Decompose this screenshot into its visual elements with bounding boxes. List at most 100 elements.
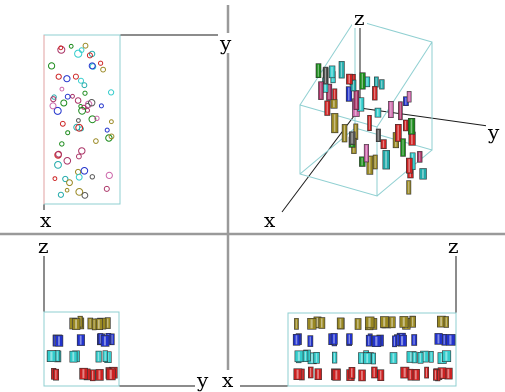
cylinder-marker <box>371 366 378 379</box>
cylinder-highlight <box>56 351 58 361</box>
cylinder-highlight <box>385 151 387 169</box>
cylinder-highlight <box>365 145 367 161</box>
ring-marker <box>103 185 110 192</box>
cylinder-marker <box>69 350 78 363</box>
top-view-markers <box>48 42 115 199</box>
front-view[interactable] <box>240 245 457 387</box>
cylinder-marker <box>424 366 429 379</box>
cylinder-highlight <box>368 116 370 130</box>
cylinder-highlight <box>93 319 95 329</box>
ring-marker <box>50 96 57 103</box>
cylinder-marker <box>331 351 338 364</box>
ring-marker <box>63 157 72 165</box>
cylinder-highlight <box>443 335 445 345</box>
cylinder-highlight <box>419 152 421 162</box>
cylinder-marker <box>324 100 331 116</box>
cylinder-marker <box>434 333 443 345</box>
ring-marker <box>48 62 56 70</box>
cylinder-highlight <box>103 336 106 346</box>
cylinder-highlight <box>340 62 343 78</box>
cylinder-highlight <box>352 81 354 90</box>
cylinder-highlight <box>375 77 377 87</box>
ring-marker <box>75 123 84 132</box>
ring-marker <box>57 191 65 198</box>
front-view-markers <box>292 315 456 382</box>
cylinder-highlight <box>419 353 421 363</box>
cylinder-marker <box>445 334 456 346</box>
cylinder-highlight <box>97 352 100 362</box>
ring-marker <box>109 119 114 125</box>
cylinder-highlight <box>326 101 328 115</box>
cylinder-highlight <box>361 157 363 166</box>
cylinder-marker <box>353 90 360 110</box>
cylinder-highlight <box>375 336 378 346</box>
cylinder-highlight <box>348 75 350 84</box>
cylinder-highlight <box>440 353 443 363</box>
cylinder-highlight <box>317 369 319 379</box>
cylinder-highlight <box>334 89 336 100</box>
cylinder-highlight <box>405 97 407 105</box>
cylinder-marker <box>406 180 412 195</box>
ring-marker <box>68 43 74 49</box>
cylinder-marker <box>323 66 328 85</box>
cylinder-highlight <box>355 91 357 109</box>
cylinder-marker <box>314 368 322 381</box>
ring-marker <box>55 150 62 158</box>
ring-marker <box>88 115 97 124</box>
cylinder-highlight <box>410 119 413 134</box>
ring-marker <box>94 115 100 122</box>
cylinder-highlight <box>316 317 319 327</box>
ring-marker <box>88 99 96 107</box>
cylinder-highlight <box>315 353 318 363</box>
ring-marker <box>62 175 69 183</box>
cylinder-marker <box>405 157 413 174</box>
cylinder-marker <box>91 318 97 331</box>
cylinder-marker <box>313 351 320 364</box>
cylinder-marker <box>72 318 81 330</box>
cylinder-marker <box>332 369 341 381</box>
cylinder-marker <box>292 333 301 346</box>
cylinder-marker <box>417 351 424 364</box>
perspective-y-axis <box>359 107 489 127</box>
cylinder-highlight <box>295 319 297 329</box>
top-view[interactable] <box>43 34 222 216</box>
cylinder-highlight <box>411 133 413 145</box>
cylinder-highlight <box>351 132 353 144</box>
cylinder-marker <box>348 131 356 145</box>
cylinder-marker <box>55 335 64 347</box>
ring-marker <box>53 106 62 115</box>
ring-marker <box>105 134 113 142</box>
ring-marker <box>74 49 83 58</box>
cylinder-highlight <box>408 92 410 102</box>
cylinder-highlight <box>333 353 335 363</box>
ring-marker <box>98 60 104 66</box>
cylinder-marker <box>374 107 382 118</box>
front-view-z-label: z <box>446 234 461 258</box>
ring-marker <box>58 45 64 51</box>
cylinder-highlight <box>104 351 106 361</box>
ring-marker <box>80 167 89 175</box>
cylinder-marker <box>338 61 345 79</box>
cylinder-marker <box>90 369 96 382</box>
cylinder-highlight <box>382 140 385 148</box>
cylinder-highlight <box>310 319 313 329</box>
ring-marker <box>75 173 83 181</box>
cylinder-highlight <box>368 157 371 174</box>
ring-marker <box>86 52 93 59</box>
ring-marker <box>108 89 115 96</box>
cylinder-marker <box>380 316 389 328</box>
top-view-y-label: y <box>218 31 234 55</box>
cylinder-highlight <box>393 336 395 346</box>
cylinder-marker <box>307 317 317 330</box>
side-view-bounding-box <box>43 311 120 387</box>
side-view[interactable] <box>43 245 196 387</box>
cylinder-highlight <box>361 370 363 380</box>
front-view-bounding-box <box>287 312 457 387</box>
ring-marker <box>55 73 62 80</box>
cylinder-marker <box>330 99 338 109</box>
cylinder-highlight <box>348 334 350 344</box>
cylinder-marker <box>428 350 434 363</box>
cylinder-marker <box>407 368 414 381</box>
perspective-view[interactable] <box>281 19 489 213</box>
